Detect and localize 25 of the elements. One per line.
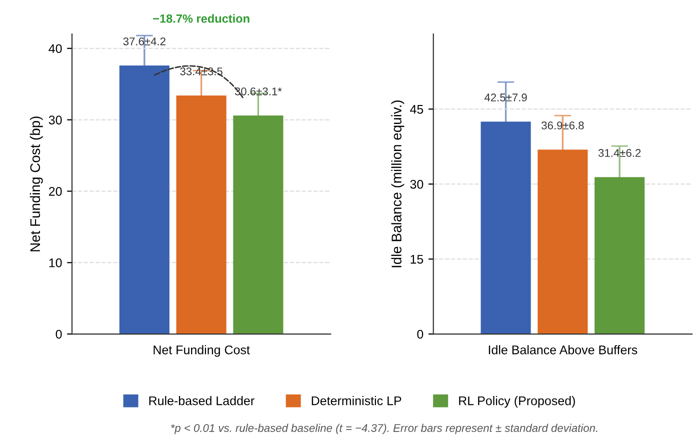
y-tick-label: 30 xyxy=(48,116,62,124)
legend-label: Rule-based Ladder xyxy=(149,396,254,406)
y-tick-label: 15 xyxy=(410,254,424,264)
text: −18.7% reduction xyxy=(153,14,250,23)
y-axis-title: Idle Balance (million equiv.) xyxy=(391,100,404,268)
bar xyxy=(233,116,284,334)
bar xyxy=(594,177,645,334)
y-tick-label: 0 xyxy=(56,330,62,339)
y-tick-label: 40 xyxy=(48,44,62,54)
bar xyxy=(176,96,226,334)
x-tick-label: Net Funding Cost xyxy=(154,345,250,357)
x-tick-label: Idle Balance Above Buffers xyxy=(488,345,638,354)
y-tick-label: 20 xyxy=(49,187,62,196)
data-label: 30.6±3.1* xyxy=(234,87,282,96)
y-tick-label: 45 xyxy=(410,105,424,114)
bar xyxy=(538,150,588,334)
y-tick-label: 30 xyxy=(410,180,424,189)
y-tick-label: 0 xyxy=(417,330,424,339)
y-axis-title: Net Funding Cost (bp) xyxy=(30,116,43,252)
text: *p < 0.01 vs. rule-based baseline (t = −4.37). Error bars represent ± standard deviation. xyxy=(170,424,598,434)
bar xyxy=(119,66,170,334)
bar xyxy=(480,122,531,334)
legend-label: RL Policy (Proposed) xyxy=(459,396,575,408)
y-tick-label: 10 xyxy=(49,258,62,268)
legend-label: Deterministic LP xyxy=(312,396,402,406)
